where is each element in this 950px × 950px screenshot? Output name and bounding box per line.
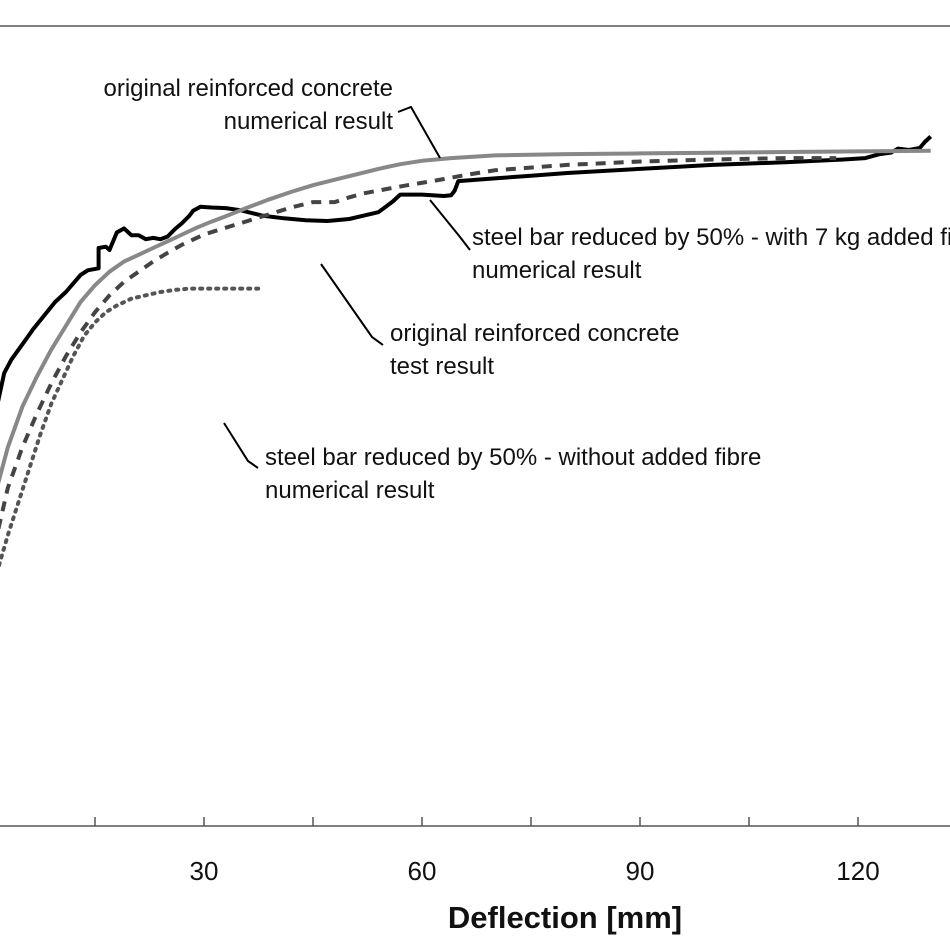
annotation-4: steel bar reduced by 50% - without added…	[265, 444, 761, 504]
series-line-2	[0, 148, 931, 485]
annotations: original reinforced concrete numerical re…	[104, 75, 950, 504]
series-line-4	[0, 286, 265, 570]
annotation-2: steel bar reduced by 50% - with 7 kg add…	[472, 224, 950, 284]
x-axis-ticks: 30 60 90 120	[94, 817, 880, 886]
x-tick-label: 30	[190, 856, 219, 886]
series-line-3	[0, 156, 837, 531]
series-layer	[0, 135, 933, 570]
x-tick-label: 90	[626, 856, 655, 886]
annotation-line: numerical result	[265, 477, 435, 504]
x-tick-label: 120	[836, 856, 879, 886]
x-axis-title: Deflection [mm]	[448, 900, 682, 935]
annotation-line: steel bar reduced by 50% - without added…	[265, 444, 761, 471]
annotation-leader-2	[429, 199, 471, 251]
annotation-line: numerical result	[472, 257, 642, 284]
annotation-leader-1	[397, 105, 441, 159]
annotation-line: test result	[390, 353, 494, 380]
annotation-line: steel bar reduced by 50% - with 7 kg add…	[472, 224, 950, 251]
x-tick-label: 60	[408, 856, 437, 886]
annotation-3: original reinforced concrete test result	[390, 320, 680, 380]
series-line-1	[0, 135, 933, 403]
annotation-line: numerical result	[224, 108, 394, 135]
annotation-1: original reinforced concrete numerical re…	[104, 75, 394, 135]
annotation-leaders	[223, 105, 471, 469]
annotation-leader-3	[320, 263, 384, 346]
annotation-line: original reinforced concrete	[104, 75, 394, 102]
annotation-leader-4	[223, 422, 259, 469]
annotation-line: original reinforced concrete	[390, 320, 680, 347]
